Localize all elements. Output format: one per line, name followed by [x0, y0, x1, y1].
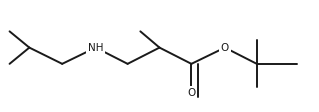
Text: NH: NH: [88, 43, 103, 53]
Text: O: O: [221, 43, 229, 53]
Text: O: O: [187, 88, 196, 98]
